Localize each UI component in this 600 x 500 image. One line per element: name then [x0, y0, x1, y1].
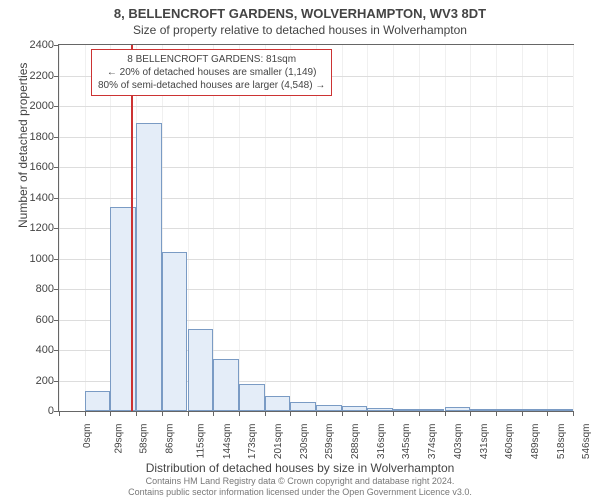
xtick-label: 58sqm [139, 424, 150, 454]
xtick-mark [110, 411, 111, 416]
xtick-label: 173sqm [247, 424, 258, 460]
ytick-label: 2200 [14, 70, 54, 82]
xtick-label: 29sqm [113, 424, 124, 454]
histogram-bar [393, 409, 419, 411]
info-line1: 8 BELLENCROFT GARDENS: 81sqm [127, 54, 296, 65]
ytick-mark [54, 289, 59, 290]
ytick-label: 200 [14, 375, 54, 387]
xtick-mark [573, 411, 574, 416]
xtick-mark [85, 411, 86, 416]
histogram-bar [342, 406, 368, 411]
xtick-mark [290, 411, 291, 416]
xtick-mark [162, 411, 163, 416]
ytick-label: 1600 [14, 161, 54, 173]
xtick-mark [59, 411, 60, 416]
xtick-mark [496, 411, 497, 416]
xtick-label: 259sqm [324, 424, 335, 460]
xtick-label: 518sqm [556, 424, 567, 460]
xtick-mark [239, 411, 240, 416]
gridline-v [573, 45, 574, 411]
xtick-label: 0sqm [82, 424, 93, 448]
histogram-bar [290, 402, 316, 411]
ytick-mark [54, 106, 59, 107]
histogram-bar [188, 329, 214, 411]
xtick-label: 144sqm [222, 424, 233, 460]
histogram-bar [419, 409, 445, 411]
footer: Contains HM Land Registry data © Crown c… [0, 476, 600, 498]
histogram-bar [316, 405, 342, 411]
xtick-label: 489sqm [530, 424, 541, 460]
xtick-mark [265, 411, 266, 416]
xtick-mark [213, 411, 214, 416]
histogram-bar [547, 409, 573, 411]
footer-line2: Contains public sector information licen… [128, 487, 472, 497]
xtick-label: 86sqm [165, 424, 176, 454]
title-main: 8, BELLENCROFT GARDENS, WOLVERHAMPTON, W… [0, 0, 600, 21]
title-sub: Size of property relative to detached ho… [0, 21, 600, 37]
ytick-label: 800 [14, 283, 54, 295]
chart-container: 8, BELLENCROFT GARDENS, WOLVERHAMPTON, W… [0, 0, 600, 500]
ytick-mark [54, 259, 59, 260]
xtick-mark [393, 411, 394, 416]
ytick-mark [54, 76, 59, 77]
xtick-mark [367, 411, 368, 416]
ytick-label: 2000 [14, 100, 54, 112]
xtick-label: 374sqm [427, 424, 438, 460]
ytick-mark [54, 45, 59, 46]
gridline-h [59, 106, 573, 107]
ytick-mark [54, 137, 59, 138]
histogram-bar [85, 391, 111, 411]
xtick-mark [316, 411, 317, 416]
ytick-label: 1200 [14, 222, 54, 234]
ytick-mark [54, 350, 59, 351]
histogram-bar [445, 407, 471, 411]
xtick-label: 431sqm [479, 424, 490, 460]
ytick-label: 0 [14, 405, 54, 417]
histogram-bar [162, 252, 188, 411]
ytick-mark [54, 381, 59, 382]
plot-area: 8 BELLENCROFT GARDENS: 81sqm ← 20% of det… [58, 44, 574, 412]
ytick-label: 1800 [14, 131, 54, 143]
info-line3: 80% of semi-detached houses are larger (… [98, 80, 325, 91]
histogram-bar [470, 409, 496, 411]
xtick-label: 403sqm [453, 424, 464, 460]
xtick-label: 546sqm [581, 424, 592, 460]
ytick-mark [54, 320, 59, 321]
xtick-label: 288sqm [350, 424, 361, 460]
xtick-mark [136, 411, 137, 416]
marker-line [131, 45, 133, 411]
xtick-mark [470, 411, 471, 416]
histogram-bar [522, 409, 548, 411]
histogram-bar [496, 409, 522, 411]
histogram-bar [213, 359, 239, 411]
xtick-label: 316sqm [376, 424, 387, 460]
xtick-label: 230sqm [299, 424, 310, 460]
ytick-mark [54, 167, 59, 168]
xtick-mark [445, 411, 446, 416]
ytick-mark [54, 198, 59, 199]
ytick-mark [54, 228, 59, 229]
x-axis-title: Distribution of detached houses by size … [0, 461, 600, 475]
histogram-bar [367, 408, 393, 411]
xtick-mark [547, 411, 548, 416]
xtick-label: 345sqm [401, 424, 412, 460]
histogram-bar [136, 123, 162, 411]
ytick-label: 2400 [14, 39, 54, 51]
histogram-bar [239, 384, 265, 411]
xtick-mark [419, 411, 420, 416]
ytick-label: 600 [14, 314, 54, 326]
info-box: 8 BELLENCROFT GARDENS: 81sqm ← 20% of det… [91, 49, 332, 96]
xtick-label: 460sqm [504, 424, 515, 460]
info-line2: ← 20% of detached houses are smaller (1,… [107, 67, 317, 78]
histogram-bar [265, 396, 291, 411]
xtick-mark [522, 411, 523, 416]
xtick-mark [188, 411, 189, 416]
xtick-label: 201sqm [273, 424, 284, 460]
ytick-label: 1400 [14, 192, 54, 204]
ytick-label: 1000 [14, 253, 54, 265]
xtick-label: 115sqm [195, 424, 206, 459]
xtick-mark [342, 411, 343, 416]
footer-line1: Contains HM Land Registry data © Crown c… [146, 476, 455, 486]
ytick-label: 400 [14, 344, 54, 356]
